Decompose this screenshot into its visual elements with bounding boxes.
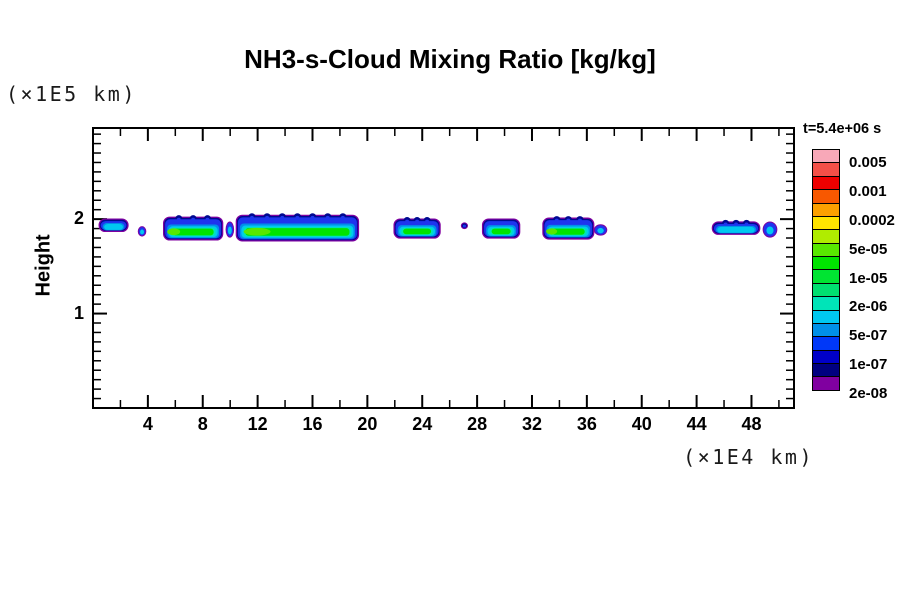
colorbar-cell [812,269,840,284]
plot-area [92,127,795,409]
cloud-core-bright [546,228,558,235]
x-tick-label: 8 [197,414,208,434]
cloud-layer [551,228,585,235]
y-tick-label: 1 [73,302,84,323]
colorbar-tick-label: 2e-06 [849,298,888,316]
cloud-layer [491,228,511,235]
colorbar-tick-label: 0.005 [849,154,887,172]
x-tick-label: 24 [412,414,433,434]
cloud-dot-core [766,226,774,235]
colorbar-cell [812,363,840,378]
cloud-layer [717,226,755,233]
colorbar-tick-label: 0.0002 [849,211,895,229]
x-tick-label: 36 [576,414,597,434]
cloud-dot-core [597,227,604,234]
colorbar-cell [812,322,840,338]
colorbar-cell [812,162,840,177]
cloud-dot-core [227,226,232,235]
colorbar-tick-label: 5e-07 [849,327,888,345]
x-tick-label: 32 [521,414,542,434]
x-tick-label: 20 [357,414,378,434]
x-tick-label: 28 [467,414,488,434]
cloud-dot-core [140,229,145,235]
colorbar-tick-label: 2e-08 [849,384,888,402]
colorbar-cell [812,189,840,204]
colorbar-cell [812,376,840,391]
y-tick-label: 2 [73,208,84,229]
cloud-layer [403,228,432,235]
x-tick-label: 48 [741,414,762,434]
x-tick-label: 40 [631,414,652,434]
colorbar-cell [812,256,840,271]
colorbar-cell [812,282,840,298]
colorbar-cell [812,242,840,257]
colorbar [812,149,840,391]
colorbar-cell [812,215,840,231]
colorbar-cell [812,309,840,324]
chart-title: NH3-s-Cloud Mixing Ratio [kg/kg] [244,44,656,74]
y-axis-title: Height [32,234,55,297]
cloud-layer [172,228,214,236]
colorbar-tick-label: 5e-05 [849,240,888,258]
x-axis-unit-label: (×1E4 km) [683,445,814,469]
x-tick-label: 44 [686,414,707,434]
x-tick-label: 12 [247,414,268,434]
cloud-core-bright [167,228,181,236]
colorbar-cell [812,336,840,351]
time-annotation: t=5.4e+06 s [803,121,882,137]
colorbar-cell [812,149,840,164]
cloud-layer [245,228,350,236]
cloud-layer [104,224,123,230]
x-tick-label: 16 [302,414,323,434]
colorbar-cell [812,296,840,311]
cloud-core-bright [243,227,271,236]
colorbar-cell [812,229,840,244]
colorbar-tick-label: 1e-05 [849,269,888,287]
colorbar-cell [812,202,840,217]
colorbar-tick-label: 0.001 [849,183,887,201]
x-tick-label: 4 [142,414,153,434]
colorbar-cell [812,175,840,191]
y-axis-unit-label: (×1E5 km) [6,82,137,106]
plot-frame [92,127,795,409]
colorbar-tick-label: 1e-07 [849,355,888,373]
colorbar-cell [812,349,840,364]
cloud-dot-core [462,224,467,228]
